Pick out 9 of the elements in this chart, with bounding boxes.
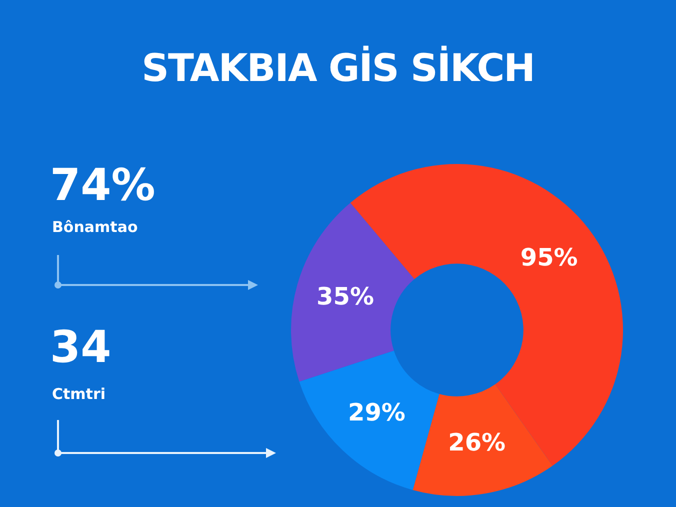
data-label: 26%	[448, 428, 506, 457]
text: Bônamtao	[52, 218, 138, 236]
text: Ctmtri	[52, 385, 106, 403]
chart-title: STAKBIA GİS SİKCH	[140, 46, 536, 90]
data-label: 35%	[316, 282, 374, 310]
data-label: 95%	[520, 243, 578, 272]
text: 74%	[50, 160, 156, 211]
data-label: 29%	[348, 398, 406, 426]
text: 34	[50, 322, 112, 373]
